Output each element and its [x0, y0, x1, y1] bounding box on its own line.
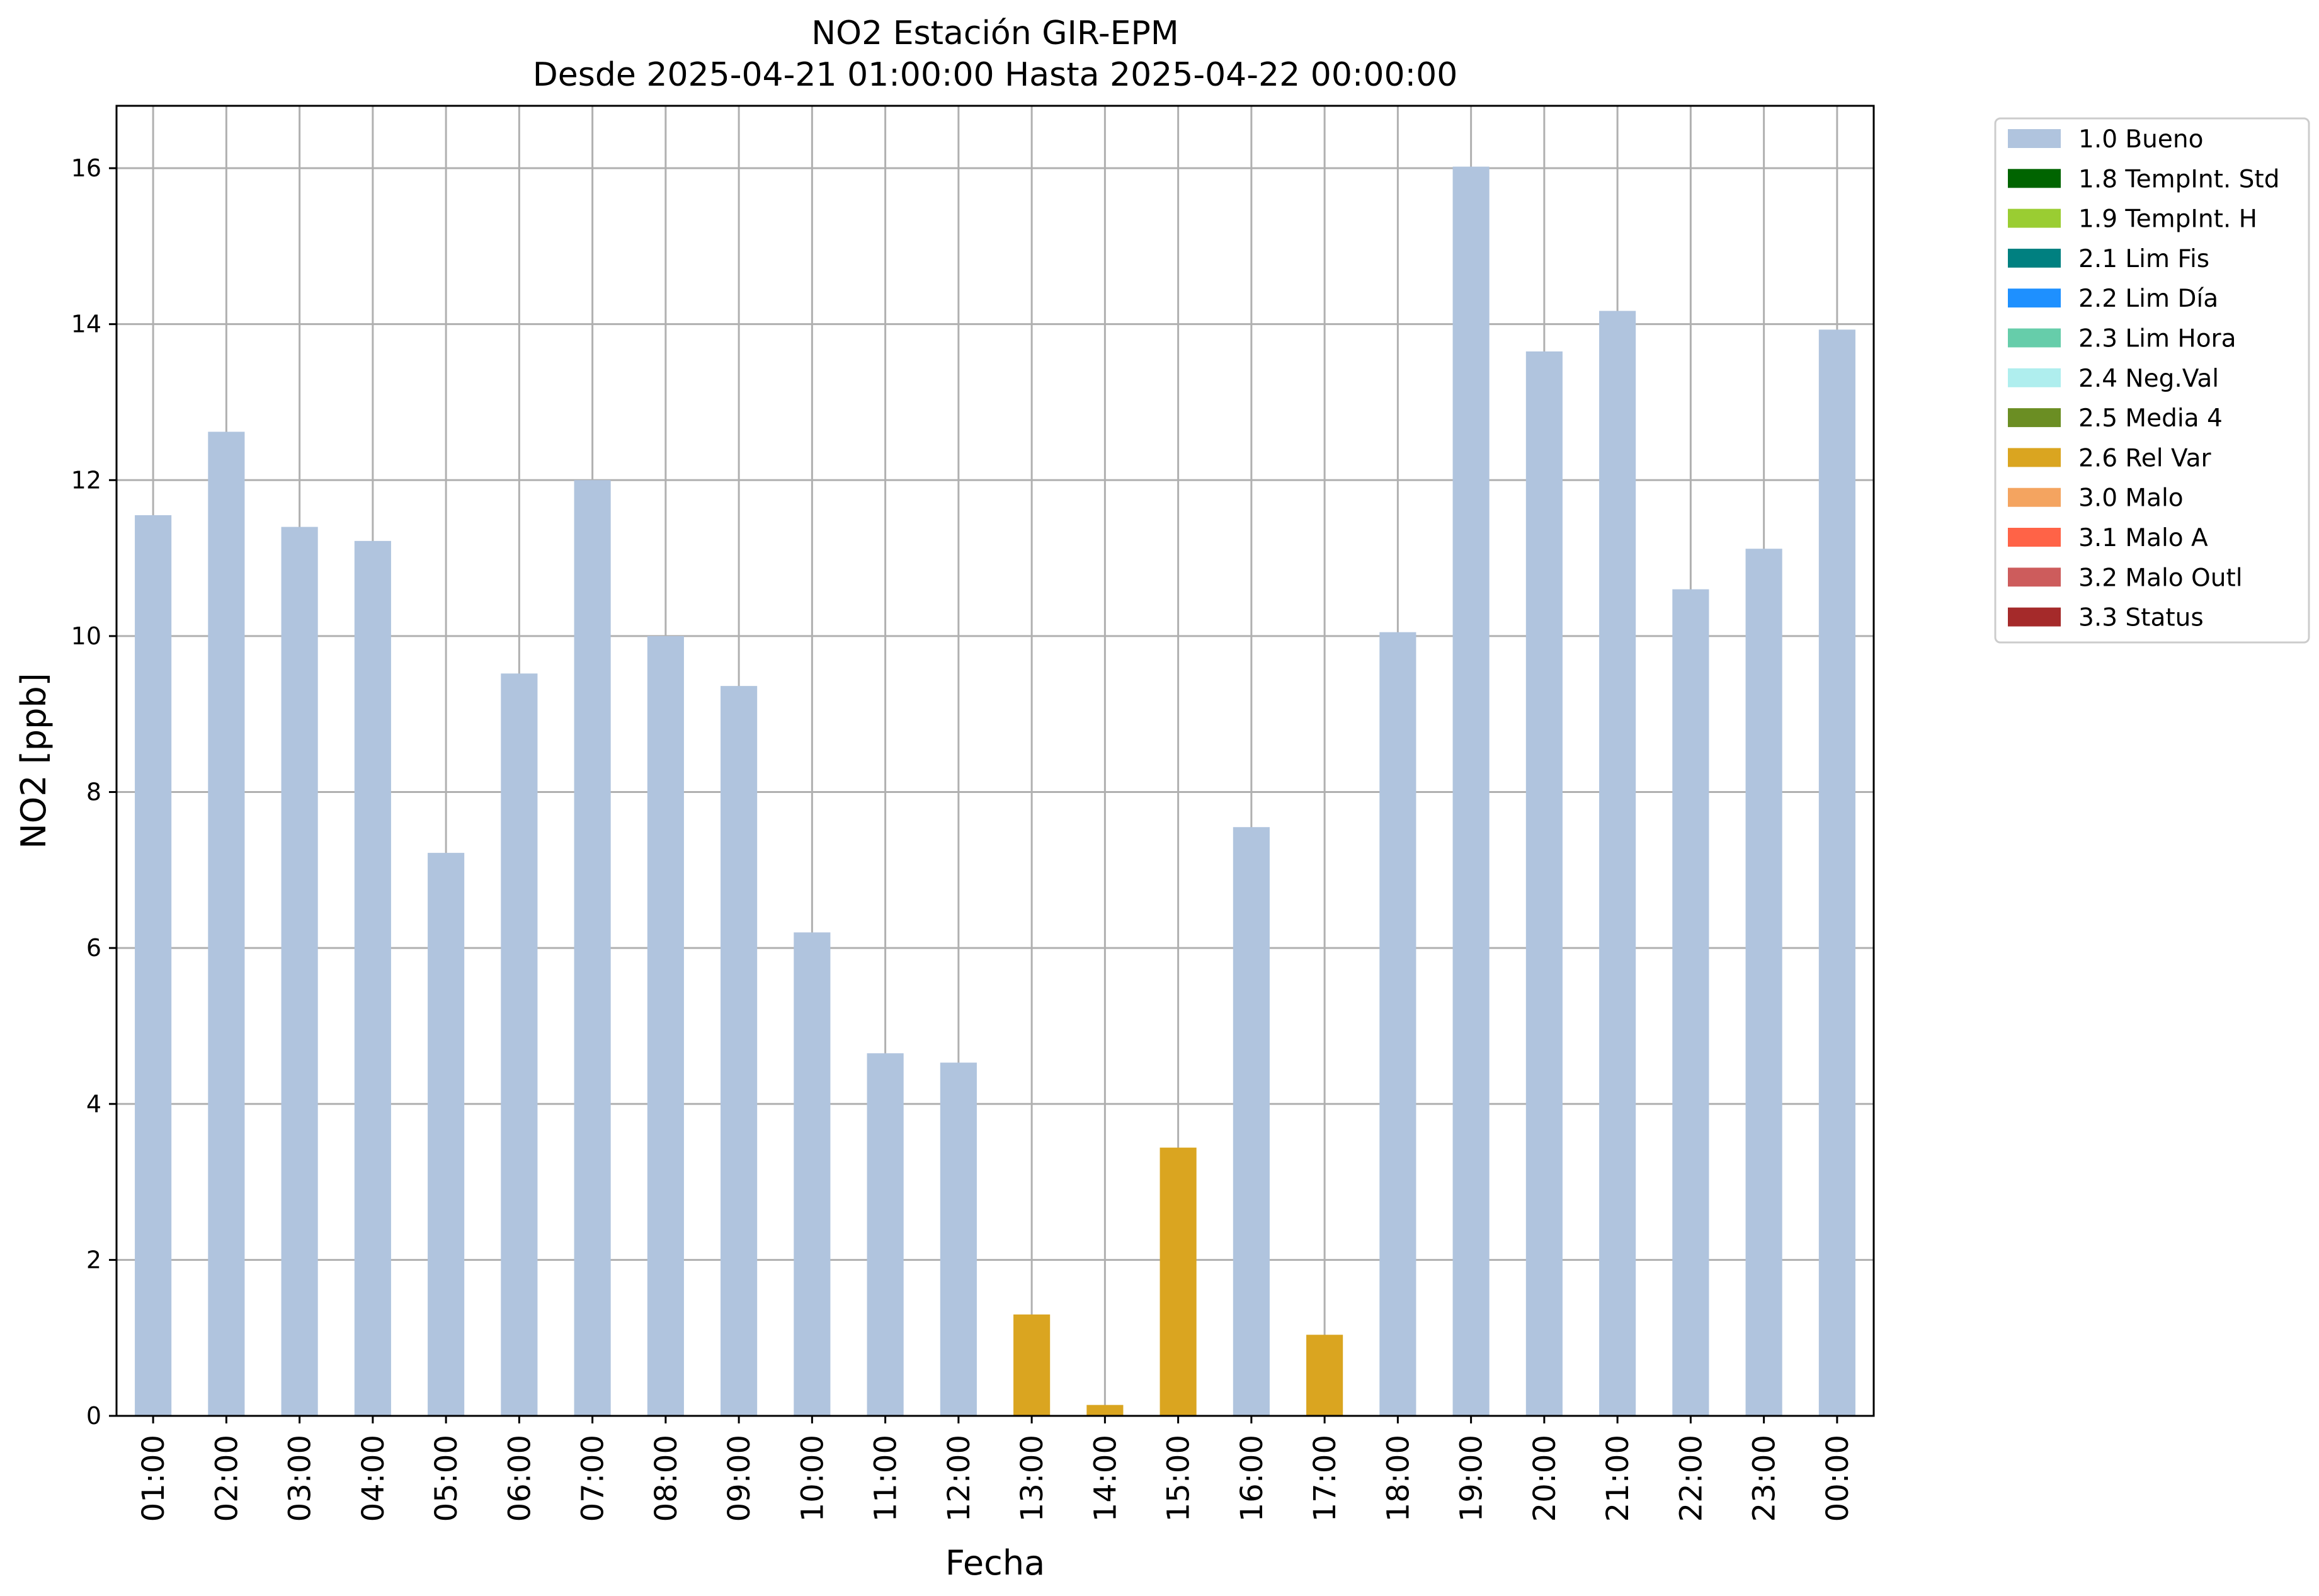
x-tick-label: 19:00	[1454, 1435, 1490, 1522]
x-tick-label: 04:00	[356, 1435, 391, 1522]
x-tick-label: 18:00	[1381, 1435, 1416, 1522]
x-tick-label: 05:00	[429, 1435, 464, 1522]
legend-swatch	[2008, 169, 2061, 188]
x-tick-label: 12:00	[942, 1435, 977, 1522]
bar-21:00	[1599, 311, 1636, 1416]
x-tick-label: 00:00	[1820, 1435, 1855, 1522]
legend-label: 2.6 Rel Var	[2078, 444, 2212, 472]
x-tick-label: 13:00	[1015, 1435, 1050, 1522]
x-axis-ticks: 01:00 02:00 03:00 04:00 05:00 06:00 07:00 08:00…	[136, 1416, 1855, 1522]
y-tick-label: 8	[86, 778, 101, 806]
bar-15:00	[1160, 1148, 1197, 1416]
bar-23:00	[1745, 549, 1782, 1416]
y-tick-label: 6	[86, 934, 101, 962]
legend-label: 1.8 TempInt. Std	[2078, 165, 2279, 193]
x-tick-label: 10:00	[795, 1435, 830, 1522]
legend-label: 1.0 Bueno	[2078, 125, 2203, 154]
legend-swatch	[2008, 448, 2061, 467]
legend-label: 3.0 Malo	[2078, 484, 2184, 513]
legend-label: 2.4 Neg.Val	[2078, 365, 2219, 393]
legend-swatch	[2008, 328, 2061, 348]
bar-06:00	[501, 673, 538, 1416]
y-tick-label: 14	[71, 311, 101, 338]
bar-02:00	[208, 431, 245, 1416]
bar-07:00	[574, 480, 611, 1416]
bar-01:00	[135, 515, 172, 1416]
x-axis-label: Fecha	[945, 1543, 1045, 1583]
legend-frame	[1994, 117, 2310, 644]
bar-05:00	[428, 853, 465, 1416]
y-axis-label: NO2 [ppb]	[14, 673, 54, 848]
legend-swatch	[2008, 408, 2061, 428]
bar-13:00	[1013, 1314, 1051, 1416]
x-tick-label: 01:00	[136, 1435, 171, 1522]
bar-09:00	[721, 686, 758, 1416]
bar-10:00	[794, 932, 831, 1416]
x-tick-label: 15:00	[1161, 1435, 1197, 1522]
legend-label: 3.3 Status	[2078, 604, 2204, 632]
bar-18:00	[1379, 632, 1416, 1416]
x-tick-label: 22:00	[1673, 1435, 1709, 1522]
x-tick-label: 21:00	[1600, 1435, 1636, 1522]
bar-04:00	[354, 540, 391, 1416]
y-tick-label: 16	[71, 154, 101, 182]
legend-label: 2.1 Lim Fis	[2078, 245, 2209, 273]
bar-17:00	[1306, 1335, 1343, 1416]
x-tick-label: 14:00	[1088, 1435, 1123, 1522]
legend-label: 3.1 Malo A	[2078, 524, 2208, 552]
y-tick-label: 10	[71, 622, 101, 650]
legend-label: 2.3 Lim Hora	[2078, 325, 2236, 353]
legend-swatch	[2008, 528, 2061, 547]
x-tick-label: 03:00	[283, 1435, 318, 1522]
bar-00:00	[1818, 329, 1855, 1416]
x-tick-label: 11:00	[869, 1435, 904, 1522]
bar-03:00	[281, 527, 318, 1416]
x-tick-label: 07:00	[576, 1435, 611, 1522]
chart-title: NO2 Estación GIR-EPM	[811, 14, 1178, 52]
plot-frame	[115, 105, 1875, 1417]
bars	[135, 166, 1855, 1416]
bar-08:00	[647, 636, 684, 1416]
x-tick-label: 09:00	[722, 1435, 757, 1522]
x-tick-label: 20:00	[1527, 1435, 1563, 1522]
bar-16:00	[1233, 827, 1270, 1416]
legend-swatch	[2008, 288, 2061, 308]
legend-label: 1.9 TempInt. H	[2078, 205, 2257, 234]
x-tick-label: 06:00	[502, 1435, 537, 1522]
bar-11:00	[867, 1053, 904, 1416]
bar-20:00	[1525, 351, 1563, 1416]
legend-swatch	[2008, 567, 2061, 587]
legend-swatch	[2008, 607, 2061, 627]
legend-label: 2.2 Lim Día	[2078, 285, 2218, 313]
y-tick-label: 12	[71, 466, 101, 494]
legend-swatch	[2008, 487, 2061, 507]
y-tick-label: 2	[86, 1246, 101, 1274]
legend-swatch	[2008, 208, 2061, 228]
bar-19:00	[1452, 166, 1490, 1416]
x-tick-label: 02:00	[209, 1435, 244, 1522]
x-tick-label: 16:00	[1234, 1435, 1270, 1522]
x-tick-label: 23:00	[1747, 1435, 1782, 1522]
y-tick-label: 4	[86, 1090, 101, 1118]
y-axis-ticks: 0 2 4 6 8 10 12 14 16	[71, 154, 117, 1430]
legend-label: 3.2 Malo Outl	[2078, 564, 2243, 592]
legend-swatch	[2008, 248, 2061, 268]
x-tick-label: 08:00	[649, 1435, 684, 1522]
x-tick-label: 17:00	[1308, 1435, 1343, 1522]
bar-22:00	[1672, 589, 1709, 1416]
legend-swatch	[2008, 368, 2061, 387]
legend-swatch	[2008, 129, 2061, 148]
chart-subtitle: Desde 2025-04-21 01:00:00 Hasta 2025-04-…	[533, 56, 1458, 94]
bar-12:00	[940, 1063, 977, 1416]
legend: 1.0 Bueno 1.8 TempInt. Std 1.9 TempInt. H 2…	[1994, 117, 2310, 644]
legend-label: 2.5 Media 4	[2078, 404, 2223, 433]
y-tick-label: 0	[86, 1402, 101, 1430]
bar-14:00	[1086, 1405, 1124, 1416]
